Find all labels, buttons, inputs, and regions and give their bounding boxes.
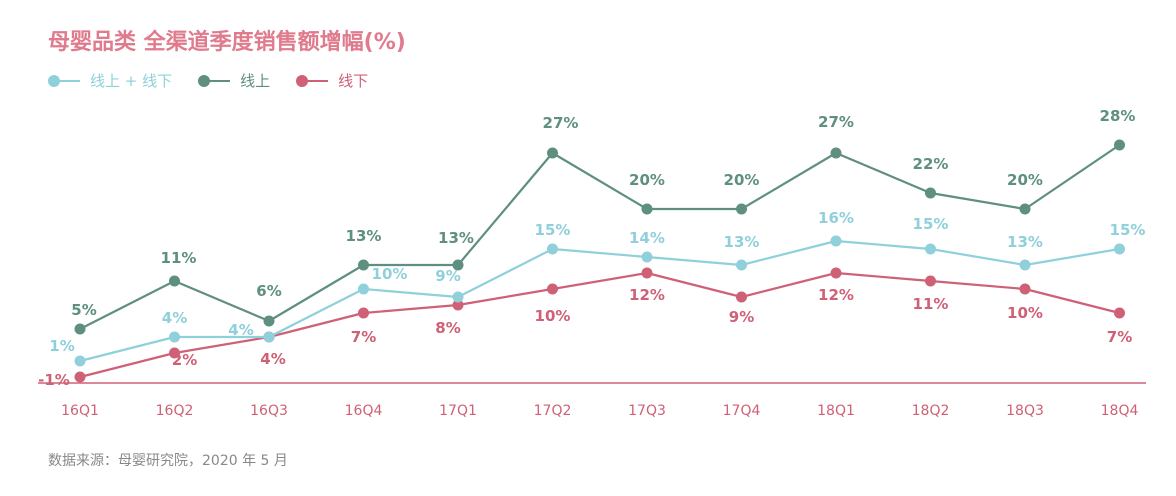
data-point-offline: [925, 275, 936, 287]
data-point-online: [736, 203, 747, 215]
data-label-online-offline: 4%: [228, 321, 253, 339]
data-label-offline: 10%: [1007, 304, 1043, 322]
x-tick-label: 17Q4: [723, 403, 761, 419]
data-point-online: [74, 323, 86, 335]
data-label-offline: 12%: [629, 286, 665, 304]
data-label-online: 20%: [629, 171, 665, 189]
legend-item-offline: 线下: [296, 70, 368, 91]
x-tick-label: 18Q4: [1101, 403, 1139, 419]
data-label-online-offline: 13%: [724, 233, 760, 251]
data-point-offline: [641, 267, 653, 279]
data-point-online: [452, 259, 464, 271]
data-label-online-offline: 14%: [629, 229, 665, 247]
data-point-online: [925, 187, 936, 199]
data-label-online: 20%: [1007, 171, 1043, 189]
data-label-offline: 9%: [729, 308, 754, 326]
data-label-offline: 11%: [913, 295, 949, 313]
data-point-online: [547, 147, 558, 159]
data-point-online-offline: [547, 243, 558, 255]
x-tick-label: 18Q2: [912, 403, 950, 419]
legend-label-online-offline: 线上 + 线下: [90, 72, 173, 90]
data-point-online: [358, 259, 369, 271]
data-point-online: [263, 315, 275, 327]
data-label-online-offline: 9%: [435, 267, 460, 285]
data-point-offline: [736, 291, 747, 303]
data-point-online: [1114, 139, 1125, 151]
data-label-online: 28%: [1100, 107, 1136, 125]
data-point-online-offline: [830, 235, 842, 247]
data-label-online: 5%: [71, 301, 96, 319]
series-line-offline: [79, 271, 1120, 379]
legend-label-offline: 线下: [338, 72, 369, 90]
data-label-online-offline: 13%: [1007, 233, 1043, 251]
data-point-offline: [74, 371, 86, 383]
data-point-online-offline: [452, 291, 464, 303]
x-tick-label: 18Q3: [1006, 403, 1044, 419]
data-point-online-offline: [641, 251, 653, 263]
data-point-online-offline: [736, 259, 747, 271]
legend-swatch-online-offline: [48, 73, 84, 89]
data-point-online: [1019, 203, 1031, 215]
x-tick-label: 17Q1: [439, 403, 477, 419]
chart-title: 母婴品类 全渠道季度销售额增幅(%): [48, 30, 406, 55]
data-label-online-offline: 15%: [1110, 221, 1146, 239]
legend-swatch-online: [198, 73, 234, 89]
data-point-online: [169, 275, 180, 287]
data-label-offline: 4%: [260, 350, 285, 368]
data-label-online-offline: 16%: [818, 209, 854, 227]
data-label-online-offline: 4%: [162, 309, 187, 327]
legend: 线上 + 线下 线上 线下: [48, 70, 394, 91]
data-point-online-offline: [74, 355, 86, 367]
data-label-online-offline: 15%: [913, 215, 949, 233]
data-label-online: 6%: [256, 282, 281, 300]
data-point-offline: [452, 299, 464, 311]
data-label-online: 13%: [346, 227, 382, 245]
x-tick-label: 16Q1: [61, 403, 99, 419]
x-tick-label: 16Q3: [250, 403, 288, 419]
data-label-offline: 7%: [1107, 328, 1132, 346]
source-note: 数据来源：母婴研究院，2020 年 5 月: [48, 453, 288, 469]
data-point-online-offline: [263, 331, 275, 343]
data-point-online: [641, 203, 653, 215]
data-point-offline: [169, 347, 180, 359]
legend-item-online: 线上: [198, 70, 270, 91]
data-point-online-offline: [925, 243, 936, 255]
data-label-online: 13%: [438, 229, 474, 247]
data-label-online: 20%: [724, 171, 760, 189]
data-label-online-offline: 1%: [49, 337, 74, 355]
data-point-offline: [830, 267, 842, 279]
data-label-offline: 2%: [172, 351, 197, 369]
series-line-online: [79, 144, 1121, 330]
data-label-online: 27%: [543, 114, 579, 132]
legend-item-online-offline: 线上 + 线下: [48, 70, 172, 91]
x-tick-label: 17Q3: [628, 403, 666, 419]
data-point-online-offline: [1114, 243, 1125, 255]
x-tick-label: 16Q2: [156, 403, 194, 419]
data-label-offline: 10%: [535, 307, 571, 325]
data-point-offline: [547, 283, 558, 295]
data-label-online: 11%: [161, 249, 197, 267]
series-line-online-offline: [79, 239, 1120, 363]
data-label-offline: 12%: [818, 286, 854, 304]
data-point-online: [830, 147, 842, 159]
data-label-online: 27%: [818, 113, 854, 131]
data-point-online-offline: [358, 283, 369, 295]
data-point-offline: [1019, 283, 1031, 295]
x-tick-label: 16Q4: [345, 403, 383, 419]
data-point-offline: [358, 307, 369, 319]
legend-label-online: 线上: [240, 72, 271, 90]
data-label-offline: 8%: [435, 319, 460, 337]
data-label-online-offline: 15%: [535, 221, 571, 239]
x-tick-label: 17Q2: [534, 403, 572, 419]
legend-swatch-offline: [296, 73, 332, 89]
data-label-offline: 7%: [351, 328, 376, 346]
data-point-offline: [1114, 307, 1125, 319]
x-tick-label: 18Q1: [817, 403, 855, 419]
data-label-online-offline: 10%: [372, 265, 408, 283]
data-label-online: 22%: [913, 155, 949, 173]
data-point-online-offline: [1019, 259, 1031, 271]
data-label-offline: -1%: [38, 371, 70, 389]
data-point-online-offline: [169, 331, 180, 343]
